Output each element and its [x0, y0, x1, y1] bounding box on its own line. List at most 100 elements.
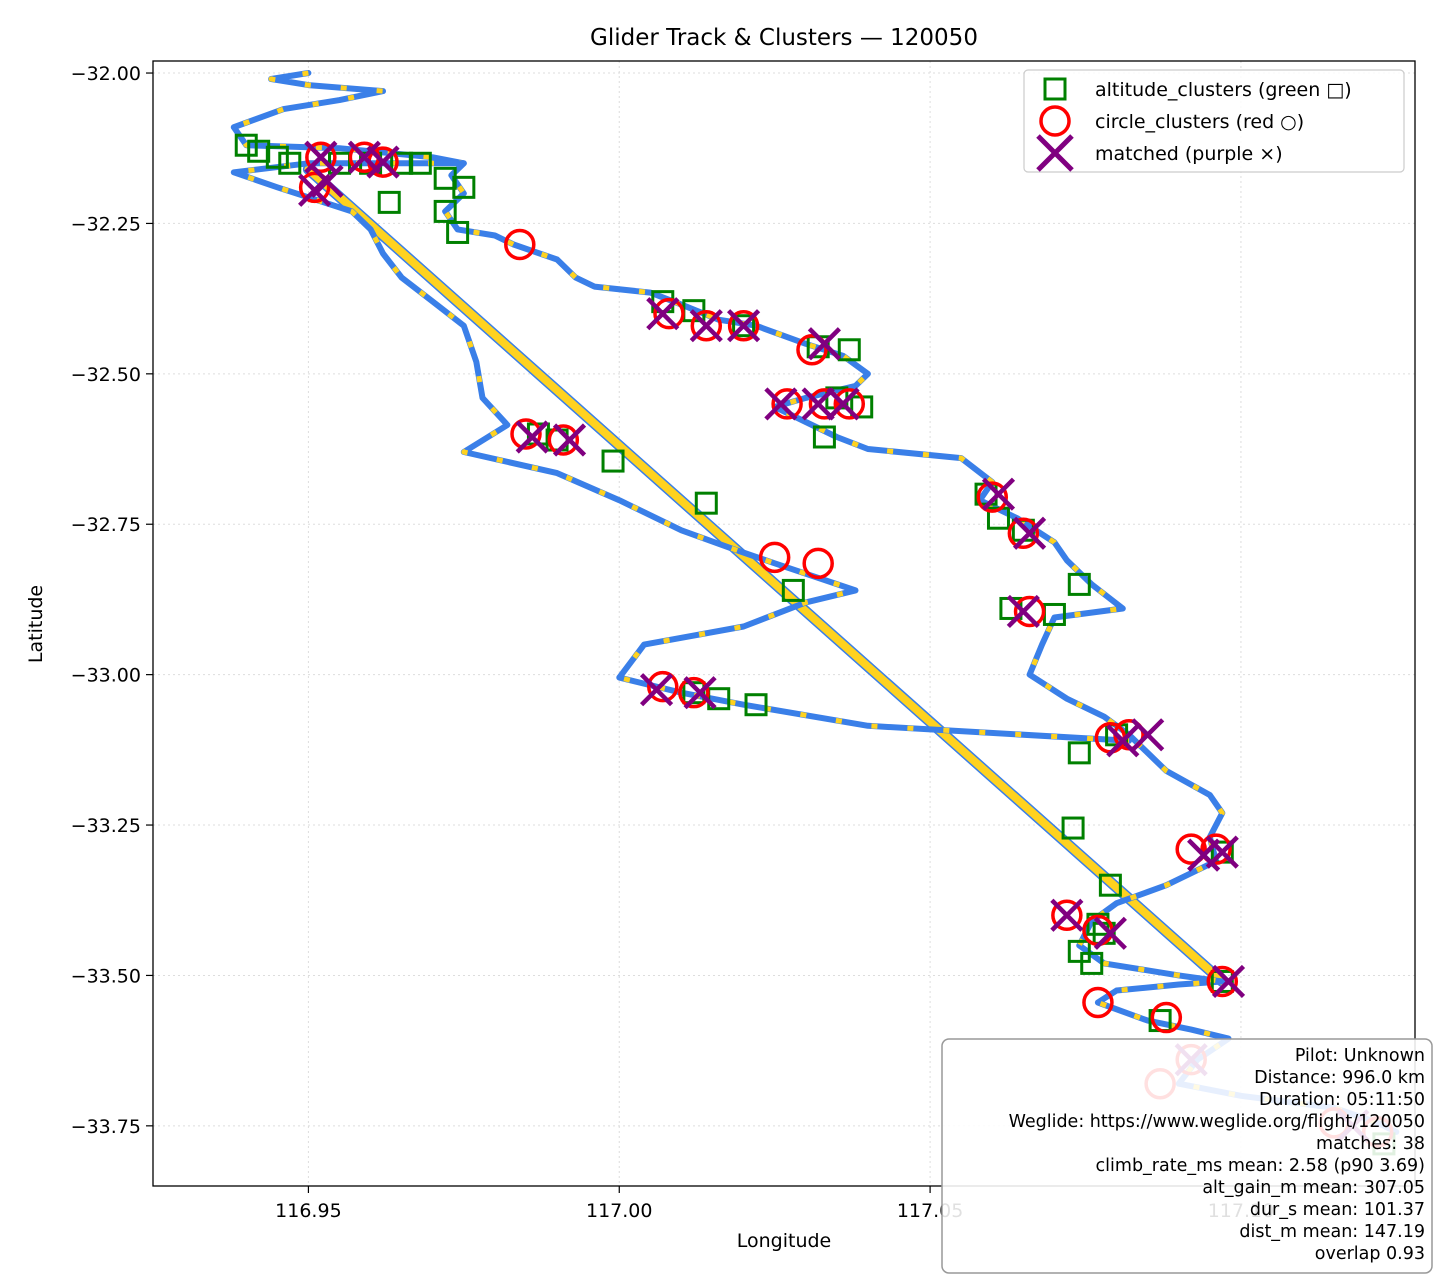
circle-cluster-marker: [833, 388, 866, 420]
y-axis-label: Latitude: [25, 585, 47, 663]
matched-marker-stroke: [1006, 594, 1040, 629]
circle-cluster-marker: [653, 297, 685, 330]
altitude-cluster-marker: [1210, 969, 1234, 993]
altitude-cluster-marker: [408, 151, 432, 175]
y-tick-label: −33.00: [71, 665, 141, 687]
circle-cluster-marker: [547, 424, 580, 456]
track-line-secondary: [230, 160, 1132, 744]
circle-cluster-marker: [796, 334, 828, 366]
altitude-cluster-marker: [837, 338, 861, 362]
info-duration: Duration: 05:11:50: [1259, 1090, 1425, 1110]
flight-info-box: Pilot: Unknown Distance: 996.0 km Durati…: [941, 1038, 1433, 1274]
circle-cluster-marker: [305, 141, 337, 174]
circle-cluster-marker: [647, 670, 679, 703]
info-weglide-link: Weglide: https://www.weglide.org/flight/…: [1009, 1112, 1425, 1132]
matched-marker: [552, 423, 587, 457]
legend-circle-marker: [1039, 105, 1071, 137]
matched-marker-stroke: [515, 420, 549, 454]
matched-marker-stroke: [366, 145, 400, 179]
y-tick-label: −33.50: [71, 965, 141, 987]
track-highlight-main: [231, 70, 1398, 1135]
circle-cluster-marker: [690, 309, 723, 342]
matched-marker: [1106, 724, 1140, 758]
matched-marker: [683, 676, 717, 710]
matched-marker-stroke: [683, 676, 717, 710]
circle-cluster-marker: [1013, 595, 1046, 628]
altitude-cluster-marker: [1067, 741, 1091, 765]
circle-cluster-marker: [976, 481, 1009, 513]
circle-cluster-marker: [504, 228, 536, 261]
circle-cluster-marker: [1175, 833, 1207, 865]
chart-title: Glider Track & Clusters — 120050: [590, 25, 978, 51]
matched-marker-stroke: [1012, 516, 1047, 550]
matched-marker-stroke: [1106, 724, 1140, 758]
altitude-cluster-marker: [1098, 873, 1122, 897]
altitude-cluster-marker: [265, 145, 289, 169]
matched-marker: [1093, 916, 1127, 950]
matched-marker-stroke: [981, 477, 1016, 511]
matched-marker-stroke: [347, 140, 381, 174]
altitude-cluster-marker: [446, 220, 470, 244]
matched-marker: [981, 477, 1016, 511]
altitude-cluster-marker: [1061, 816, 1085, 840]
altitude-cluster-marker: [781, 578, 805, 602]
straight-line: [304, 165, 1227, 986]
matched-marker: [1006, 594, 1040, 629]
matched-marker: [1131, 718, 1165, 752]
altitude-cluster-marker: [278, 151, 302, 175]
altitude-cluster-marker: [744, 693, 768, 717]
track-highlight-secondary: [231, 160, 1130, 744]
matched-marker-stroke: [727, 309, 761, 343]
x-axis-label: Longitude: [737, 1230, 832, 1252]
circle-cluster-marker: [771, 388, 803, 420]
legend: altitude_clusters (green □) circle_clust…: [1023, 69, 1405, 173]
matched-marker-stroke: [646, 297, 680, 331]
altitude-cluster-marker: [682, 681, 706, 705]
matched-marker: [347, 140, 381, 174]
altitude-cluster-marker: [234, 133, 258, 157]
plot-frame: [152, 60, 1416, 1187]
info-duration-mean: dur_s mean: 101.37: [1250, 1200, 1425, 1220]
altitude-cluster-marker: [601, 449, 625, 473]
legend-box: [1023, 69, 1405, 173]
altitude-cluster-marker: [433, 199, 457, 223]
matched-marker-stroke: [552, 423, 587, 457]
legend-square-marker: [1043, 77, 1067, 101]
matched-marker-stroke: [1050, 898, 1084, 932]
matched-marker-stroke: [801, 387, 835, 421]
matched-marker: [1050, 898, 1084, 932]
legend-label-altitude-clusters: altitude_clusters (green □): [1095, 79, 1352, 101]
matched-marker: [727, 309, 761, 343]
info-pilot: Pilot: Unknown: [1295, 1046, 1425, 1066]
matched-marker-stroke: [310, 164, 344, 198]
matched-marker-stroke: [304, 140, 338, 174]
matched-marker: [310, 164, 344, 198]
circle-cluster-marker: [510, 418, 542, 450]
altitude-cluster-marker: [812, 425, 836, 449]
altitude-cluster-marker: [1067, 572, 1091, 596]
circle-cluster-marker: [1150, 1001, 1183, 1034]
legend-label-matched: matched (purple ×): [1095, 143, 1283, 165]
matched-marker: [304, 140, 338, 174]
matched-marker: [366, 145, 400, 179]
circle-cluster-marker: [1007, 517, 1040, 550]
info-matches: matches: 38: [1316, 1134, 1425, 1154]
matched-marker: [826, 387, 860, 421]
matched-marker-stroke: [807, 327, 841, 361]
circle-cluster-marker: [1206, 965, 1239, 998]
circle-cluster-marker: [678, 676, 710, 709]
info-overlap: overlap 0.93: [1315, 1244, 1425, 1264]
matched-marker: [1205, 835, 1239, 869]
altitude-cluster-marker: [452, 175, 476, 199]
grid: [153, 61, 1415, 1186]
matched-marker-stroke: [1211, 964, 1246, 999]
circle-cluster-marker: [808, 388, 841, 420]
circle-cluster-marker: [802, 547, 834, 580]
x-tick-label: 117.00: [586, 1200, 652, 1222]
matched-marker-stroke: [826, 387, 860, 421]
altitude-cluster-marker: [694, 491, 718, 515]
matched-marker: [764, 387, 798, 421]
legend-label-circle-clusters: circle_clusters (red ○): [1095, 111, 1304, 133]
matched-marker: [801, 387, 835, 421]
